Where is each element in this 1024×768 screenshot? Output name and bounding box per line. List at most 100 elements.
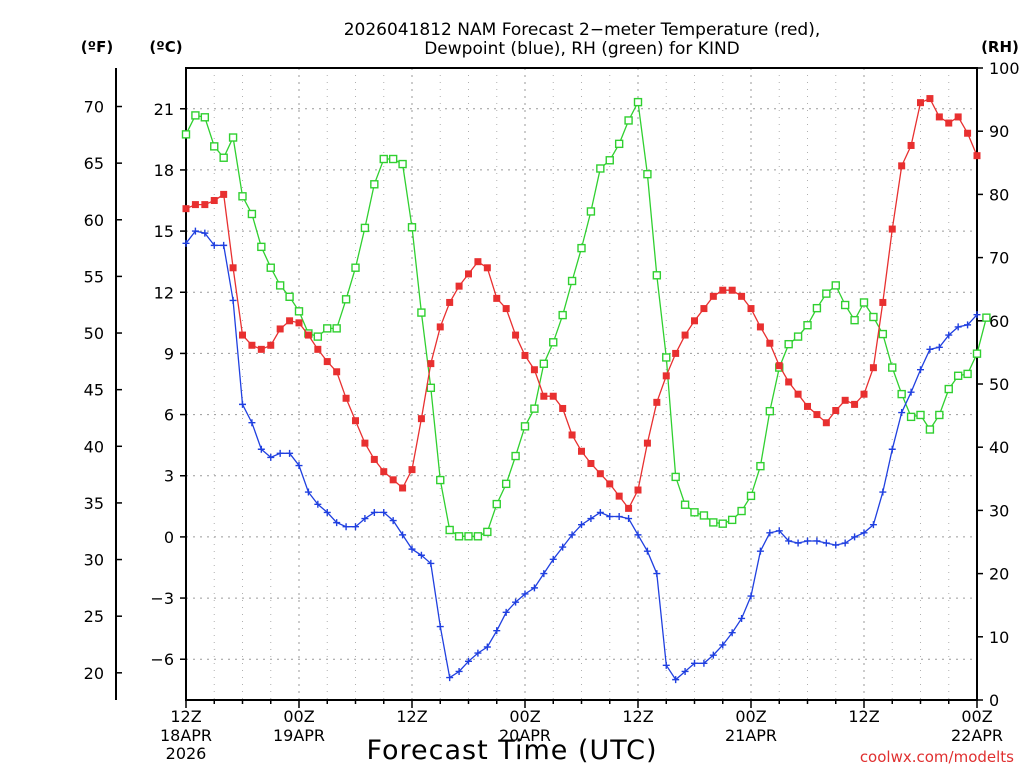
dewpoint-point	[370, 508, 378, 516]
celsius-unit-label: (ºC)	[149, 38, 182, 56]
rh-point	[417, 308, 426, 317]
dewpoint-point	[775, 527, 783, 535]
temperature-point	[314, 345, 322, 353]
rh-point	[690, 508, 699, 517]
dewpoint-point	[427, 559, 435, 567]
temperature-point	[512, 331, 520, 339]
temperature-point	[794, 390, 802, 398]
dewpoint-point	[964, 321, 972, 329]
rh-point	[709, 518, 718, 527]
temperature-point	[286, 317, 294, 325]
fahrenheit-tick-label: 35	[84, 494, 104, 513]
temperature-point	[681, 331, 689, 339]
dewpoint-point	[559, 543, 567, 551]
dewpoint-point	[587, 515, 595, 523]
dewpoint-point	[493, 627, 501, 635]
rh-point	[238, 192, 247, 201]
temperature-point	[945, 119, 953, 127]
time-tick-date: 18APR	[160, 726, 212, 745]
temperature-point	[907, 141, 915, 149]
dewpoint-point	[606, 513, 614, 521]
dewpoint-point	[804, 537, 811, 545]
dewpoint-point	[954, 323, 962, 331]
rh-point	[935, 410, 944, 420]
time-tick-date: 20APR	[499, 726, 551, 745]
dewpoint-point	[860, 529, 868, 537]
dewpoint-point	[389, 517, 397, 525]
rh-tick-label: 70	[989, 249, 1009, 268]
dewpoint-point	[643, 547, 651, 555]
temperature-point	[568, 431, 576, 439]
rh-point	[803, 321, 812, 330]
rh-point	[492, 499, 501, 509]
rh-point	[567, 276, 577, 286]
celsius-tick-label: 9	[164, 344, 174, 363]
rh-point	[332, 324, 341, 333]
celsius-tick-label: 12	[154, 283, 174, 302]
dewpoint-point	[681, 667, 689, 675]
dewpoint-point	[568, 531, 576, 539]
rh-point	[445, 525, 454, 535]
celsius-tick-label: 15	[154, 222, 174, 241]
dewpoint-point	[530, 584, 538, 592]
temperature-point	[898, 162, 906, 170]
dewpoint-point	[399, 531, 407, 539]
dewpoint-point	[719, 641, 727, 649]
rh-point	[501, 479, 511, 489]
rh-point	[699, 511, 709, 520]
celsius-axis: 21 18 15 12 9 6 3 0 −3 −6	[150, 100, 186, 669]
dewpoint-point	[323, 508, 331, 516]
temperature-point	[747, 305, 755, 313]
dewpoint-point	[474, 649, 482, 657]
rh-point	[473, 532, 483, 541]
temperature-point	[304, 331, 312, 339]
celsius-tick-label: 6	[164, 406, 174, 425]
fahrenheit-unit-label: (ºF)	[81, 38, 113, 56]
temperature-point	[323, 358, 331, 366]
dewpoint-point	[380, 508, 388, 516]
dewpoint-point	[417, 551, 425, 559]
temperature-point	[719, 286, 727, 294]
dewpoint-point	[408, 545, 416, 553]
rh-tick-label: 90	[989, 122, 1009, 141]
fahrenheit-tick-label: 25	[84, 607, 104, 626]
dewpoint-point	[201, 229, 209, 237]
time-tick-label: 12Z	[170, 707, 201, 726]
rh-point	[944, 384, 953, 394]
dewpoint-point	[446, 674, 454, 682]
dewpoint-point	[248, 419, 256, 427]
rh-point	[549, 338, 558, 347]
dewpoint-point	[286, 449, 294, 457]
dewpoint-point	[191, 227, 199, 235]
time-tick-label: 12Z	[622, 707, 653, 726]
rh-point	[539, 359, 549, 368]
temperature-point	[276, 325, 284, 333]
rh-point	[323, 324, 332, 333]
rh-tick-label: 0	[989, 691, 999, 710]
rh-series	[181, 97, 991, 541]
temperature-point	[465, 270, 472, 278]
dewpoint-point	[888, 445, 896, 453]
temperature-point	[935, 113, 943, 121]
time-tick-date: 19APR	[273, 726, 325, 745]
rh-point	[294, 307, 304, 316]
dewpoint-point	[267, 453, 275, 461]
dewpoint-point	[436, 623, 444, 631]
dewpoint-point	[578, 521, 585, 529]
rh-unit-label: (RH)	[981, 38, 1019, 56]
rh-point	[671, 472, 680, 482]
rh-point	[972, 349, 982, 358]
rh-tick-label: 30	[989, 501, 1009, 520]
dewpoint-point	[822, 539, 830, 547]
dewpoint-point	[945, 331, 953, 339]
temperature-point	[672, 349, 680, 357]
dewpoint-point	[295, 462, 303, 470]
rh-point	[266, 263, 275, 272]
rh-point	[906, 412, 916, 422]
rh-point	[530, 404, 539, 413]
rh-point	[897, 389, 906, 399]
rh-point	[360, 223, 370, 233]
temperature-point	[775, 362, 783, 370]
